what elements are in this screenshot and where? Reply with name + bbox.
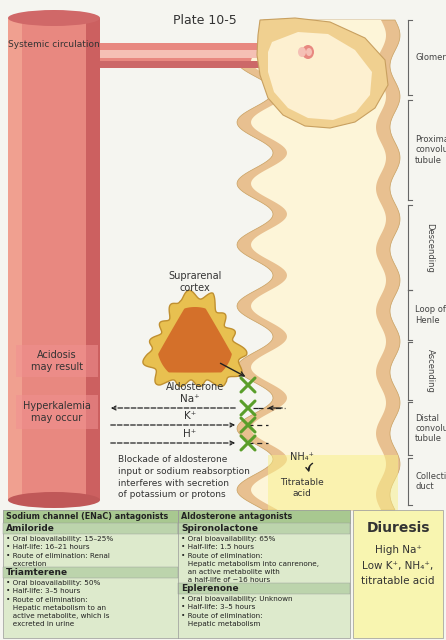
Polygon shape	[158, 307, 232, 372]
Text: Hyperkalemia
may occur: Hyperkalemia may occur	[23, 401, 91, 423]
Ellipse shape	[8, 10, 100, 26]
Polygon shape	[251, 20, 386, 510]
Text: Acidosis
may result: Acidosis may result	[31, 350, 83, 372]
Text: Glomerulus: Glomerulus	[415, 53, 446, 62]
Text: • Oral bioavailability: Unknown
• Half-life: 3–5 hours
• Route of elimination:
 : • Oral bioavailability: Unknown • Half-l…	[181, 596, 293, 627]
Polygon shape	[143, 291, 247, 387]
Bar	[16, 345, 98, 377]
Bar	[178, 583, 350, 594]
Text: H⁺: H⁺	[183, 429, 197, 439]
Ellipse shape	[298, 47, 306, 57]
Bar	[16, 395, 98, 429]
Text: Loop of
Henle: Loop of Henle	[415, 305, 446, 324]
Text: K⁺: K⁺	[184, 411, 196, 421]
Bar	[8, 18, 22, 500]
Bar	[178, 523, 350, 534]
Bar	[100, 50, 295, 58]
Text: Diuresis: Diuresis	[366, 521, 430, 535]
Bar	[178, 510, 350, 523]
Ellipse shape	[8, 492, 100, 508]
Bar	[3, 510, 178, 523]
Bar	[268, 455, 398, 510]
Text: Ascending: Ascending	[425, 349, 434, 393]
Bar	[100, 43, 295, 68]
Text: Aldosterone antagonists: Aldosterone antagonists	[181, 512, 292, 521]
Text: • Oral bioavailability: 50%
• Half-life: 3–5 hours
• Route of elimination:
   He: • Oral bioavailability: 50% • Half-life:…	[6, 580, 110, 627]
Bar	[3, 523, 178, 534]
Polygon shape	[257, 18, 388, 128]
Polygon shape	[237, 20, 400, 510]
Bar	[353, 510, 443, 638]
Text: • Oral bioavailability: 15–25%
• Half-life: 16–21 hours
• Route of elimination: : • Oral bioavailability: 15–25% • Half-li…	[6, 536, 113, 567]
Text: Eplerenone: Eplerenone	[181, 584, 239, 593]
Text: Aldosterone: Aldosterone	[166, 382, 224, 392]
Bar	[100, 61, 295, 68]
Text: Descending: Descending	[425, 223, 434, 273]
Text: Titratable
acid: Titratable acid	[280, 478, 324, 498]
Ellipse shape	[289, 42, 307, 62]
Bar	[86, 18, 100, 500]
Ellipse shape	[306, 48, 312, 56]
Text: Sodium channel (ENaC) antagonists: Sodium channel (ENaC) antagonists	[6, 512, 168, 521]
Text: Collecting
duct: Collecting duct	[415, 472, 446, 492]
Text: Triamterene: Triamterene	[6, 568, 68, 577]
Text: Suprarenal
cortex: Suprarenal cortex	[168, 271, 222, 293]
Text: NH₄⁺: NH₄⁺	[290, 452, 314, 462]
Text: Na⁺: Na⁺	[180, 394, 200, 404]
Text: Plate 10-5: Plate 10-5	[173, 14, 237, 27]
Text: Blockade of aldosterone
input or sodium reabsorption
interferes with secretion
o: Blockade of aldosterone input or sodium …	[118, 455, 250, 499]
Text: Systemic circulation: Systemic circulation	[8, 40, 100, 49]
Text: • Oral bioavailability: 65%
• Half-life: 1.5 hours
• Route of elimination:
   He: • Oral bioavailability: 65% • Half-life:…	[181, 536, 319, 583]
Text: Amiloride: Amiloride	[6, 524, 55, 533]
Text: Distal
convoluted
tubule: Distal convoluted tubule	[415, 413, 446, 444]
Text: Proximal
convoluted
tubule: Proximal convoluted tubule	[415, 135, 446, 165]
Ellipse shape	[302, 45, 314, 59]
Bar	[3, 510, 350, 638]
Bar	[3, 567, 178, 578]
Bar	[8, 18, 100, 500]
Text: High Na⁺
Low K⁺, NH₄⁺,
titratable acid: High Na⁺ Low K⁺, NH₄⁺, titratable acid	[361, 545, 435, 586]
Polygon shape	[268, 32, 372, 120]
Text: Spironolactone: Spironolactone	[181, 524, 258, 533]
